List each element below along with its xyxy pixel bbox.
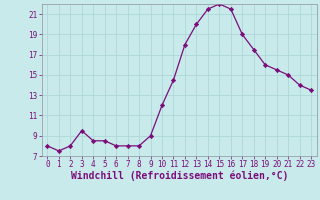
X-axis label: Windchill (Refroidissement éolien,°C): Windchill (Refroidissement éolien,°C) [70,171,288,181]
